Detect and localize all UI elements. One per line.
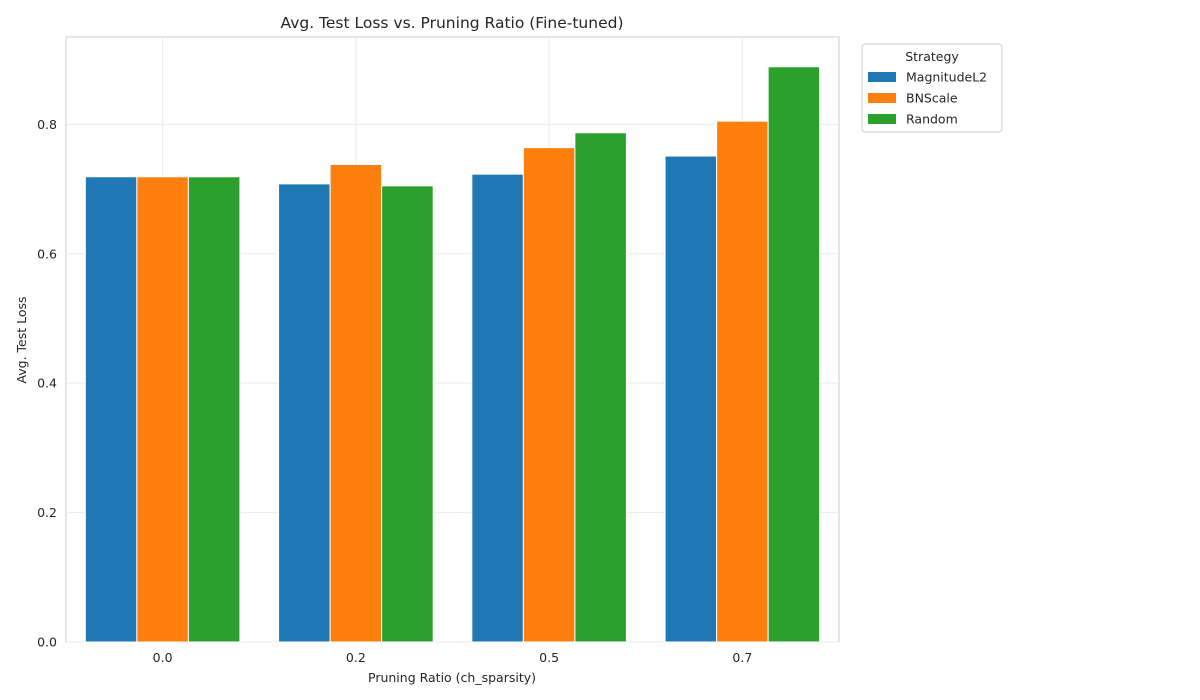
y-tick-label: 0.4 — [37, 376, 57, 391]
bar-magnitudel2-0-7 — [664, 155, 718, 643]
x-tick-label: 0.2 — [346, 650, 366, 665]
legend: Strategy MagnitudeL2 BNScale Random — [861, 43, 1003, 133]
bar-magnitudel2-0-0 — [84, 176, 138, 643]
chart-title: Avg. Test Loss vs. Pruning Ratio (Fine-t… — [281, 14, 624, 32]
x-axis-label: Pruning Ratio (ch_sparsity) — [368, 670, 536, 685]
legend-label: BNScale — [906, 91, 958, 106]
bar-bnscale-0-7 — [716, 120, 769, 643]
legend-label: Random — [906, 112, 958, 127]
legend-label: MagnitudeL2 — [906, 70, 987, 85]
y-tick-labels: 0.0 0.2 0.4 0.6 0.8 — [37, 117, 57, 650]
bar-random-0-5 — [574, 132, 627, 643]
legend-items: MagnitudeL2 BNScale Random — [868, 70, 987, 127]
x-tick-labels: 0.0 0.2 0.5 0.7 — [153, 650, 753, 665]
y-tick-label: 0.6 — [37, 246, 57, 261]
y-tick-label: 0.8 — [37, 117, 57, 132]
bars — [84, 66, 821, 643]
y-tick-label: 0.2 — [37, 505, 57, 520]
legend-swatch — [868, 93, 896, 103]
legend-title: Strategy — [905, 49, 959, 64]
x-tick-label: 0.5 — [539, 650, 559, 665]
legend-swatch — [868, 72, 896, 82]
bar-magnitudel2-0-2 — [278, 183, 331, 643]
bar-random-0-7 — [767, 66, 821, 643]
bar-random-0-2 — [381, 185, 434, 643]
bar-bnscale-0-2 — [329, 163, 383, 643]
bar-random-0-0 — [187, 176, 241, 643]
legend-box — [861, 43, 1003, 133]
legend-swatch — [868, 114, 896, 124]
x-tick-label: 0.7 — [732, 650, 752, 665]
y-tick-label: 0.0 — [37, 635, 57, 650]
x-tick-label: 0.0 — [153, 650, 173, 665]
bar-magnitudel2-0-5 — [471, 173, 524, 643]
bar-bnscale-0-0 — [136, 176, 189, 643]
y-axis-label: Avg. Test Loss — [14, 296, 29, 383]
bar-bnscale-0-5 — [522, 147, 576, 643]
